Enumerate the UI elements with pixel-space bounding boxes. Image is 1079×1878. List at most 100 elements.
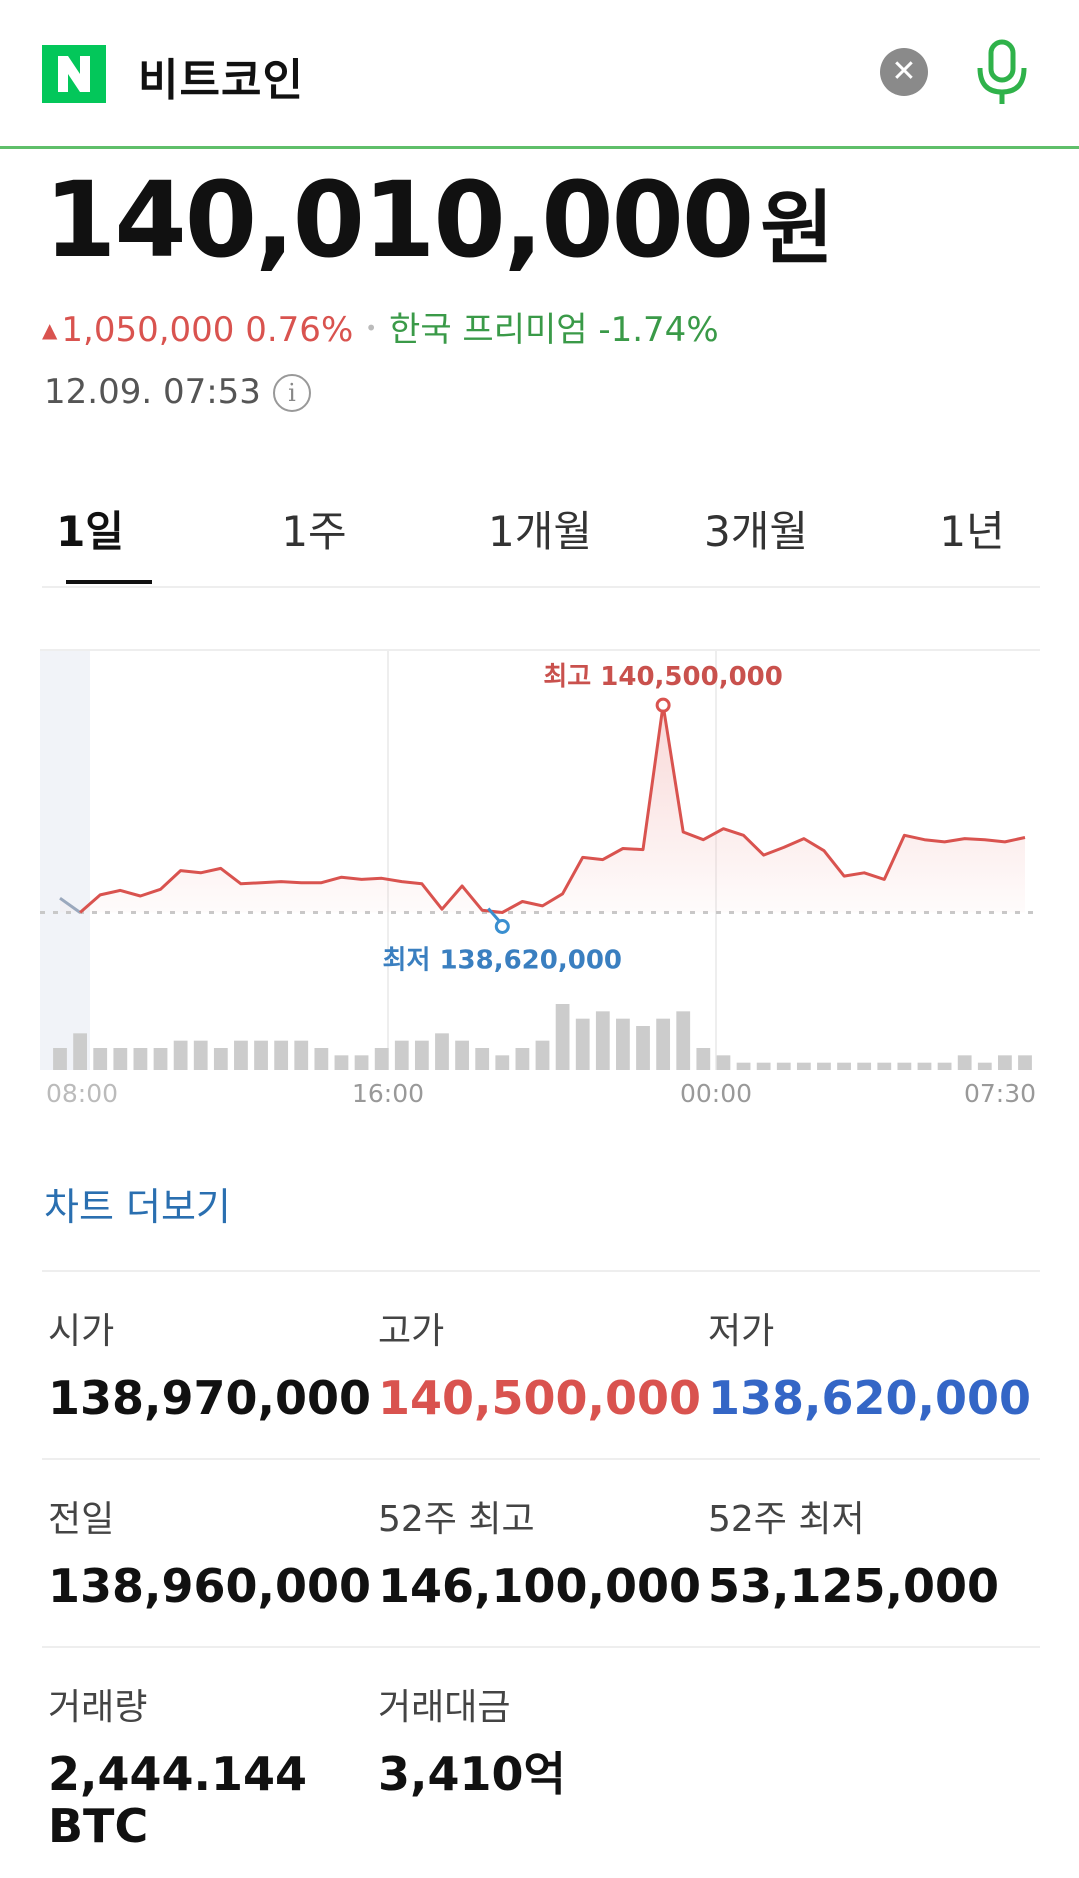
- volume-bar: [756, 1062, 771, 1070]
- volume-bar: [877, 1062, 892, 1070]
- volume-bar: [555, 1004, 570, 1070]
- area-fill: [60, 705, 1025, 913]
- volume-bar: [656, 1018, 671, 1070]
- stat-value: 146,100,000: [378, 1559, 702, 1613]
- stat-label: 시가: [48, 1311, 115, 1352]
- stat-label: 전일: [48, 1499, 115, 1540]
- volume-bar: [817, 1062, 831, 1070]
- stat-value: 140,500,000: [378, 1371, 702, 1425]
- low-label: 최저 138,620,000: [383, 946, 622, 976]
- stat-label: 52주 최저: [708, 1499, 865, 1540]
- quote-time-row: 12.09. 07:53 i: [44, 372, 311, 412]
- stat-value: 138,970,000: [48, 1371, 372, 1425]
- volume-bar: [616, 1018, 630, 1070]
- search-query[interactable]: 비트코인: [138, 55, 304, 106]
- volume-bar: [1018, 1055, 1032, 1070]
- volume-bar: [133, 1048, 148, 1070]
- volume-bar: [857, 1062, 872, 1070]
- volume-bar: [394, 1040, 409, 1070]
- naver-logo[interactable]: [42, 45, 106, 103]
- tab-1day[interactable]: 1일: [56, 507, 124, 556]
- volume-bar: [173, 1040, 188, 1070]
- volume-bar: [535, 1040, 550, 1070]
- volume-bar: [475, 1048, 490, 1070]
- divider: [42, 1270, 1040, 1272]
- volume-bar: [716, 1055, 731, 1070]
- volume-bar: [53, 1048, 67, 1070]
- volume-bar: [676, 1011, 691, 1070]
- volume-bar: [193, 1040, 208, 1070]
- tab-1month[interactable]: 1개월: [487, 507, 592, 556]
- volume-bar: [696, 1048, 711, 1070]
- search-header: 비트코인 ✕: [0, 0, 1079, 149]
- x-tick-label: 16:00: [352, 1079, 424, 1108]
- x-tick-label: 00:00: [680, 1079, 752, 1108]
- quote-timestamp: 12.09. 07:53: [44, 372, 261, 412]
- volume-bar: [374, 1048, 389, 1070]
- price-change: 1,050,000 0.76%: [61, 310, 354, 350]
- volume-bar: [334, 1055, 349, 1070]
- stat-volume: 거래량 2,444.144 BTC: [48, 1678, 348, 1852]
- low-marker: [494, 919, 510, 934]
- volume-bar: [977, 1062, 992, 1070]
- tab-3month[interactable]: 3개월: [703, 507, 808, 556]
- current-session-band: [40, 650, 90, 1070]
- naver-n-icon: [58, 56, 90, 92]
- volume-bar: [575, 1018, 590, 1070]
- volume-bar: [937, 1062, 952, 1070]
- volume-bar: [796, 1062, 811, 1070]
- stat-52w-low: 52주 최저 53,125,000: [708, 1490, 999, 1612]
- current-price: 140,010,000 원: [44, 159, 834, 289]
- stat-prev-close: 전일 138,960,000: [48, 1490, 371, 1612]
- price-unit: 원: [760, 182, 834, 275]
- stat-trade-value: 거래대금 3,410억: [378, 1678, 566, 1800]
- separator-dot: •: [365, 316, 378, 340]
- volume-bar: [93, 1048, 108, 1070]
- stat-value: 138,620,000: [708, 1371, 1032, 1425]
- stat-label: 고가: [378, 1311, 445, 1352]
- stat-label: 거래대금: [378, 1687, 511, 1728]
- volume-bar: [435, 1033, 449, 1070]
- volume-bar: [636, 1026, 650, 1070]
- x-tick-label: 07:30: [964, 1079, 1036, 1108]
- volume-bar: [495, 1055, 510, 1070]
- price-value: 140,010,000: [44, 159, 754, 281]
- series-line: [79, 703, 1026, 914]
- high-marker: [655, 697, 671, 713]
- volume-bar: [254, 1040, 268, 1070]
- stat-value: 3,410억: [378, 1747, 566, 1801]
- tab-1week[interactable]: 1주: [281, 507, 347, 556]
- volume-bar: [274, 1040, 289, 1070]
- volume-bar: [998, 1055, 1012, 1070]
- stat-label: 거래량: [48, 1687, 148, 1728]
- divider: [42, 1646, 1040, 1648]
- stat-value: 53,125,000: [708, 1559, 1000, 1613]
- stat-value: 138,960,000: [48, 1559, 372, 1613]
- volume-bar: [957, 1055, 972, 1070]
- stat-value: 2,444.144 BTC: [48, 1747, 307, 1853]
- volume-bar: [736, 1062, 751, 1070]
- volume-bar: [917, 1062, 932, 1070]
- x-tick-label: 08:00: [46, 1079, 118, 1108]
- price-chart[interactable]: 최고 140,500,000 최저 138,620,000 08:00 16:00 00…: [40, 630, 1040, 1110]
- volume-bar: [213, 1048, 228, 1070]
- volume-bar: [595, 1011, 610, 1070]
- more-chart-link[interactable]: 차트 더보기: [44, 1185, 231, 1229]
- stat-label: 저가: [708, 1311, 775, 1352]
- tab-1year[interactable]: 1년: [939, 507, 1005, 556]
- volume-bar: [455, 1040, 469, 1070]
- mic-icon[interactable]: [972, 38, 1032, 110]
- volume-bar: [113, 1048, 128, 1070]
- up-triangle-icon: ▲: [42, 318, 58, 342]
- close-icon[interactable]: ✕: [880, 48, 928, 96]
- stat-high: 고가 140,500,000: [378, 1302, 701, 1424]
- korea-premium: 한국 프리미엄 -1.74%: [389, 310, 719, 350]
- price-change-row: ▲ 1,050,000 0.76% • 한국 프리미엄 -1.74%: [42, 302, 719, 351]
- stat-low: 저가 138,620,000: [708, 1302, 1031, 1424]
- volume-bar: [837, 1062, 851, 1070]
- volume-bar: [897, 1062, 912, 1070]
- info-icon[interactable]: i: [272, 374, 311, 412]
- volume-bar: [414, 1040, 429, 1070]
- volume-bar: [354, 1055, 369, 1070]
- volume-bar: [294, 1040, 309, 1070]
